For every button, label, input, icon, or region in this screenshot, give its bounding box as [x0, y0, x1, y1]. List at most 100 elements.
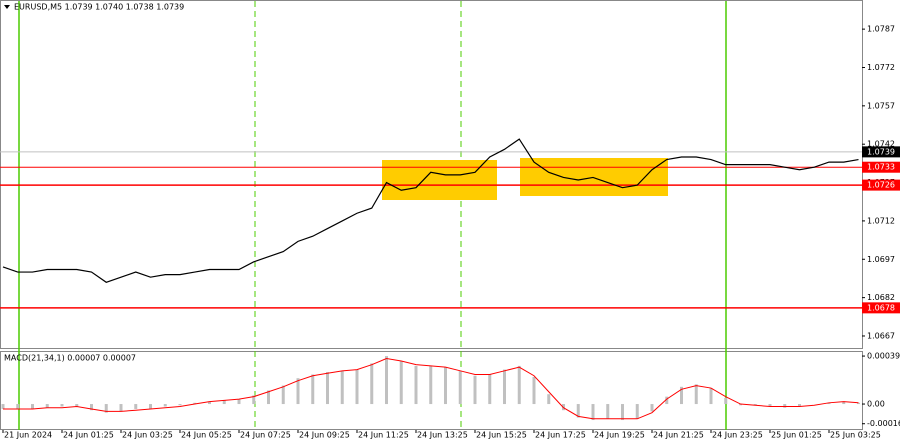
macd-bar: [75, 404, 79, 407]
macd-bar: [163, 404, 167, 407]
macd-bar: [576, 404, 580, 418]
macd-bar: [252, 395, 256, 405]
macd-bar: [237, 399, 241, 405]
macd-bar: [311, 374, 315, 405]
macd-bar: [1, 404, 5, 409]
macd-bar: [193, 402, 197, 405]
level-label: 1.0678: [867, 303, 895, 312]
price-line: [2, 138, 859, 283]
macd-bar: [665, 396, 669, 405]
last-price-label: 1.0739: [867, 147, 895, 156]
macd-bar: [650, 404, 654, 412]
level-label-box: [862, 161, 900, 173]
macd-bar: [178, 404, 182, 406]
macd-bar: [458, 370, 462, 405]
macd-bar: [768, 404, 772, 407]
signal-line: [3, 358, 859, 420]
x-tick-label: 24 Jun 19:25: [594, 431, 645, 440]
macd-bar: [104, 404, 108, 413]
macd-bar: [724, 397, 728, 405]
macd-bar: [517, 365, 521, 405]
macd-bar: [399, 360, 403, 405]
macd-bar: [503, 369, 506, 405]
macd-bar: [134, 404, 138, 409]
x-tick-label: 24 Jun 15:25: [476, 431, 527, 440]
macd-bar: [16, 404, 20, 409]
y-tick-label: 1.0682: [867, 293, 895, 302]
macd-bar: [694, 384, 698, 405]
macd-bar: [31, 404, 34, 409]
y-tick-label: -0.00016: [867, 419, 900, 428]
highlight-box: [520, 158, 668, 196]
level-label: 1.0726: [867, 181, 895, 190]
x-tick-label: 24 Jun 03:25: [122, 431, 173, 440]
y-tick-label: 1.0742: [867, 140, 895, 149]
x-tick-label: 24 Jun 05:25: [181, 431, 232, 440]
macd-bar: [340, 370, 344, 405]
macd-bar: [222, 400, 226, 405]
y-tick-label: 1.0697: [867, 255, 895, 264]
y-tick-label: 1.0667: [867, 331, 895, 340]
y-tick-label: 1.0787: [867, 25, 895, 34]
macd-bar: [444, 367, 447, 405]
macd-bar: [45, 404, 49, 408]
x-tick-label: 24 Jun 07:25: [240, 431, 291, 440]
macd-bar: [709, 388, 713, 405]
macd-bar: [355, 369, 359, 405]
macd-bar: [635, 404, 639, 419]
macd-bar: [281, 385, 285, 405]
x-tick-label: 24 Jun 21:25: [653, 431, 704, 440]
indicator-title: MACD(21,34,1) 0.00007 0.00007: [4, 354, 136, 363]
macd-bar: [208, 401, 211, 405]
macd-bar: [414, 365, 418, 405]
macd-bar: [296, 378, 300, 405]
arrow-icon: [4, 5, 10, 9]
macd-bar: [90, 404, 93, 411]
macd-bar: [532, 376, 536, 405]
macd-bar: [606, 404, 610, 419]
macd-bar: [591, 404, 595, 421]
y-tick-label: 1.0772: [867, 63, 895, 72]
y-tick-label: 1.0757: [867, 101, 895, 110]
macd-bar: [267, 390, 270, 405]
macd-bar: [488, 374, 492, 405]
y-tick-label: 0.00039: [867, 352, 900, 361]
level-label-box: [862, 302, 900, 314]
macd-bar: [827, 402, 831, 405]
macd-bar: [621, 404, 624, 421]
macd-bar: [783, 404, 787, 408]
macd-bar: [680, 386, 683, 405]
x-tick-label: 21 Jun 2024: [4, 431, 52, 440]
macd-bar: [429, 365, 433, 405]
highlight-box: [382, 160, 497, 200]
x-tick-label: 24 Jun 13:25: [417, 431, 468, 440]
macd-bar: [326, 372, 329, 405]
macd-bar: [60, 404, 64, 407]
macd-bar: [473, 375, 477, 405]
x-tick-label: 24 Jun 09:25: [299, 431, 350, 440]
x-tick-label: 24 Jun 17:25: [535, 431, 586, 440]
x-tick-label: 25 Jun 03:25: [830, 431, 881, 440]
macd-bar: [857, 402, 860, 405]
macd-bar: [739, 404, 742, 406]
macd-bar: [385, 356, 388, 405]
macd-bar: [842, 401, 846, 405]
x-tick-label: 24 Jun 11:25: [358, 431, 409, 440]
x-tick-label: 24 Jun 01:25: [63, 431, 114, 440]
macd-bar: [753, 404, 757, 406]
level-label: 1.0733: [867, 163, 895, 172]
y-tick-label: 0.00: [867, 400, 885, 409]
level-label-box: [862, 179, 900, 191]
y-tick-label: 1.0712: [867, 216, 895, 225]
x-tick-label: 25 Jun 01:25: [771, 431, 822, 440]
macd-bar: [119, 404, 123, 412]
last-price-box: [862, 146, 900, 158]
macd-bar: [370, 363, 374, 405]
macd-bar: [149, 404, 152, 409]
chart-title: EURUSD,M5 1.0739 1.0740 1.0738 1.0739: [14, 3, 184, 12]
x-tick-label: 24 Jun 23:25: [712, 431, 763, 440]
macd-bar: [798, 404, 801, 407]
macd-bar: [547, 394, 551, 405]
